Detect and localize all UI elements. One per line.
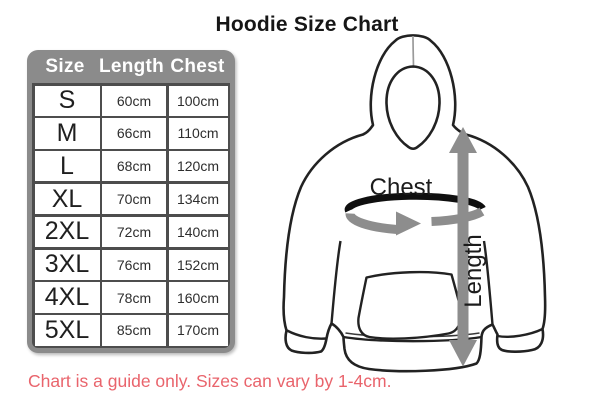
chest-value: 100cm: [176, 92, 220, 109]
page-title: Hoodie Size Chart: [215, 13, 399, 36]
length-cell: 72cm: [102, 216, 166, 248]
size-label: M: [56, 118, 78, 147]
length-cell: 70cm: [102, 183, 166, 215]
size-label: 3XL: [44, 250, 90, 279]
size-cell: 3XL: [34, 249, 100, 280]
chest-value: 170cm: [176, 322, 220, 339]
chest-value: 110cm: [177, 125, 219, 142]
size-label: 2XL: [44, 217, 90, 246]
size-label: L: [60, 151, 74, 180]
chest-value: 152cm: [176, 256, 220, 273]
chest-cell: 100cm: [168, 85, 228, 116]
hood-seam-line: [412, 35, 415, 67]
length-cell: 78cm: [102, 282, 166, 313]
size-cell: 5XL: [34, 315, 100, 346]
size-label: 4XL: [44, 283, 90, 312]
size-label: XL: [51, 184, 83, 213]
chest-arrow-arc-left: [345, 212, 398, 234]
size-cell: 2XL: [34, 216, 100, 248]
size-cell: L: [34, 151, 100, 182]
chest-cell: 134cm: [168, 183, 228, 215]
length-value: 66cm: [116, 125, 152, 142]
hem-top-line: [343, 335, 482, 343]
size-label: S: [58, 86, 76, 115]
right-sleeve-seam: [482, 240, 494, 325]
chest-arrowhead: [396, 211, 421, 236]
length-cell: 66cm: [102, 118, 166, 149]
column-header-chest: Chest: [170, 55, 225, 77]
length-value: 78cm: [116, 289, 152, 306]
length-value: 76cm: [116, 256, 152, 273]
face-opening: [385, 65, 441, 151]
length-value: 72cm: [116, 223, 152, 240]
length-cell: 85cm: [102, 315, 166, 346]
chest-band-black-arc: [344, 192, 486, 213]
chest-value: 134cm: [176, 191, 220, 208]
chest-cell: 140cm: [168, 216, 228, 248]
left-sleeve-seam: [330, 240, 342, 324]
chest-cell: 170cm: [168, 315, 228, 346]
size-table: Size Length Chest S 60cm 100cm M 66cm 11…: [27, 50, 235, 353]
size-cell: M: [34, 118, 100, 149]
chest-cell: 110cm: [168, 118, 228, 149]
size-label: 5XL: [44, 315, 90, 344]
column-header-size: Size: [45, 55, 85, 77]
chest-cell: 160cm: [168, 282, 228, 313]
length-value: 60cm: [116, 92, 152, 109]
kangaroo-pocket: [357, 270, 463, 340]
right-cuff-seam: [497, 327, 544, 339]
size-table-header: Size Length Chest: [32, 50, 230, 83]
column-header-length: Length: [98, 55, 165, 77]
size-cell: XL: [34, 183, 100, 215]
size-cell: S: [34, 85, 100, 116]
chest-value: 120cm: [176, 158, 220, 175]
length-cell: 76cm: [102, 249, 166, 280]
chest-value: 160cm: [176, 289, 220, 306]
length-arrow-shaft: [457, 150, 469, 342]
length-value: 85cm: [116, 322, 152, 339]
size-table-body: S 60cm 100cm M 66cm 110cm L 68cm 120cm X…: [32, 83, 230, 348]
length-arrowhead-top: [449, 127, 477, 153]
length-measure-label: Length: [460, 234, 487, 307]
chest-cell: 120cm: [168, 151, 228, 182]
length-cell: 60cm: [102, 85, 166, 116]
length-value: 68cm: [116, 158, 152, 175]
length-arrowhead-bottom: [449, 340, 477, 367]
left-cuff-seam: [286, 329, 327, 340]
chest-value: 140cm: [176, 223, 220, 240]
disclaimer-note: Chart is a guide only. Sizes can vary by…: [28, 371, 392, 391]
chest-cell: 152cm: [168, 249, 228, 280]
length-cell: 68cm: [102, 151, 166, 182]
length-value: 70cm: [116, 191, 152, 208]
hoodie-diagram: Chest Length: [282, 34, 547, 373]
chest-measure-label: Chest: [370, 174, 433, 201]
size-cell: 4XL: [34, 282, 100, 313]
